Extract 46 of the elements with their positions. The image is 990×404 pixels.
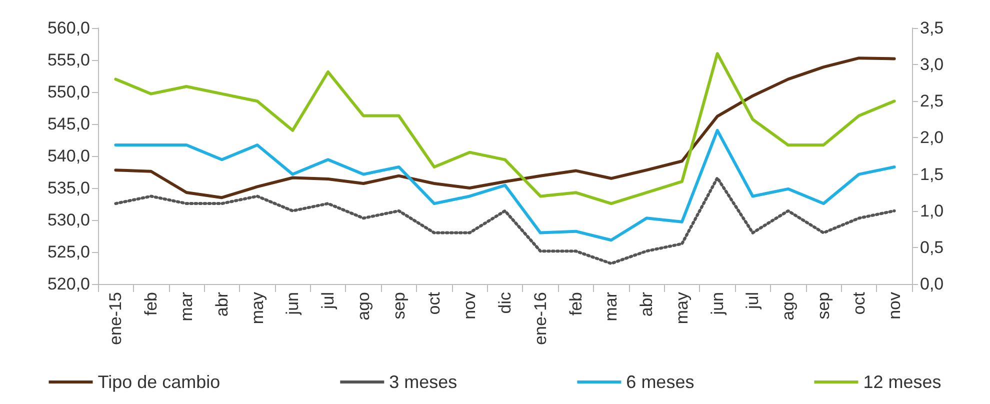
x-tick-label: sep [389,292,408,320]
y2-tick-label: 3,5 [920,18,944,38]
line-series [114,128,896,242]
legend-label: 12 meses [863,372,942,392]
x-tick-label: feb [566,292,586,316]
x-tick-label: feb [142,292,161,316]
y-tick-label: 540,0 [47,146,90,166]
legend-label: 3 meses [389,372,458,392]
x-tick-label: nov [460,292,480,320]
y-tick-label: 560,0 [47,18,90,38]
x-tick-label: mar [602,292,621,322]
x-tick-label: jul [743,292,762,310]
y2-tick-label: 1,0 [920,201,944,220]
y-tick-label: 555,0 [47,50,90,70]
legend-label: 6 meses [626,372,694,392]
x-tick-label: oct [424,292,444,315]
x-tick-label: oct [849,292,868,315]
legend-label: Tipo de cambio [98,372,220,392]
x-tick-label: ago [354,292,373,320]
y-tick-label: 550,0 [47,82,90,102]
x-tick-label: may [248,292,267,324]
line-series [114,176,896,266]
x-tick-label: jul [318,292,338,310]
x-tick-label: ene-16 [530,292,550,345]
x-tick-label: mar [176,292,196,322]
y-tick-label: 530,0 [47,210,90,230]
y-tick-label: 520,0 [47,274,90,294]
y-tick-label: 545,0 [47,114,90,134]
y2-tick-label: 0,0 [920,274,944,294]
x-tick-label: dic [496,292,514,314]
x-tick-label: ene-15 [106,292,126,345]
x-tick-label: may [672,292,692,324]
x-tick-label: abr [637,292,656,317]
x-tick-label: nov [884,292,904,320]
x-tick-label: abr [212,292,232,317]
y-tick-label: 535,0 [47,178,90,198]
y2-tick-label: 1,5 [920,164,944,184]
x-tick-label: jun [708,292,727,316]
y-tick-label: 525,0 [47,242,90,262]
y2-tick-label: 0,5 [920,238,944,257]
x-tick-label: sep [814,292,834,320]
y2-tick-label: 2,5 [920,92,944,111]
x-tick-label: ago [778,292,798,320]
x-tick-label: jun [283,292,302,316]
y2-tick-label: 3,0 [920,55,944,74]
y2-tick-label: 2,0 [920,128,944,148]
